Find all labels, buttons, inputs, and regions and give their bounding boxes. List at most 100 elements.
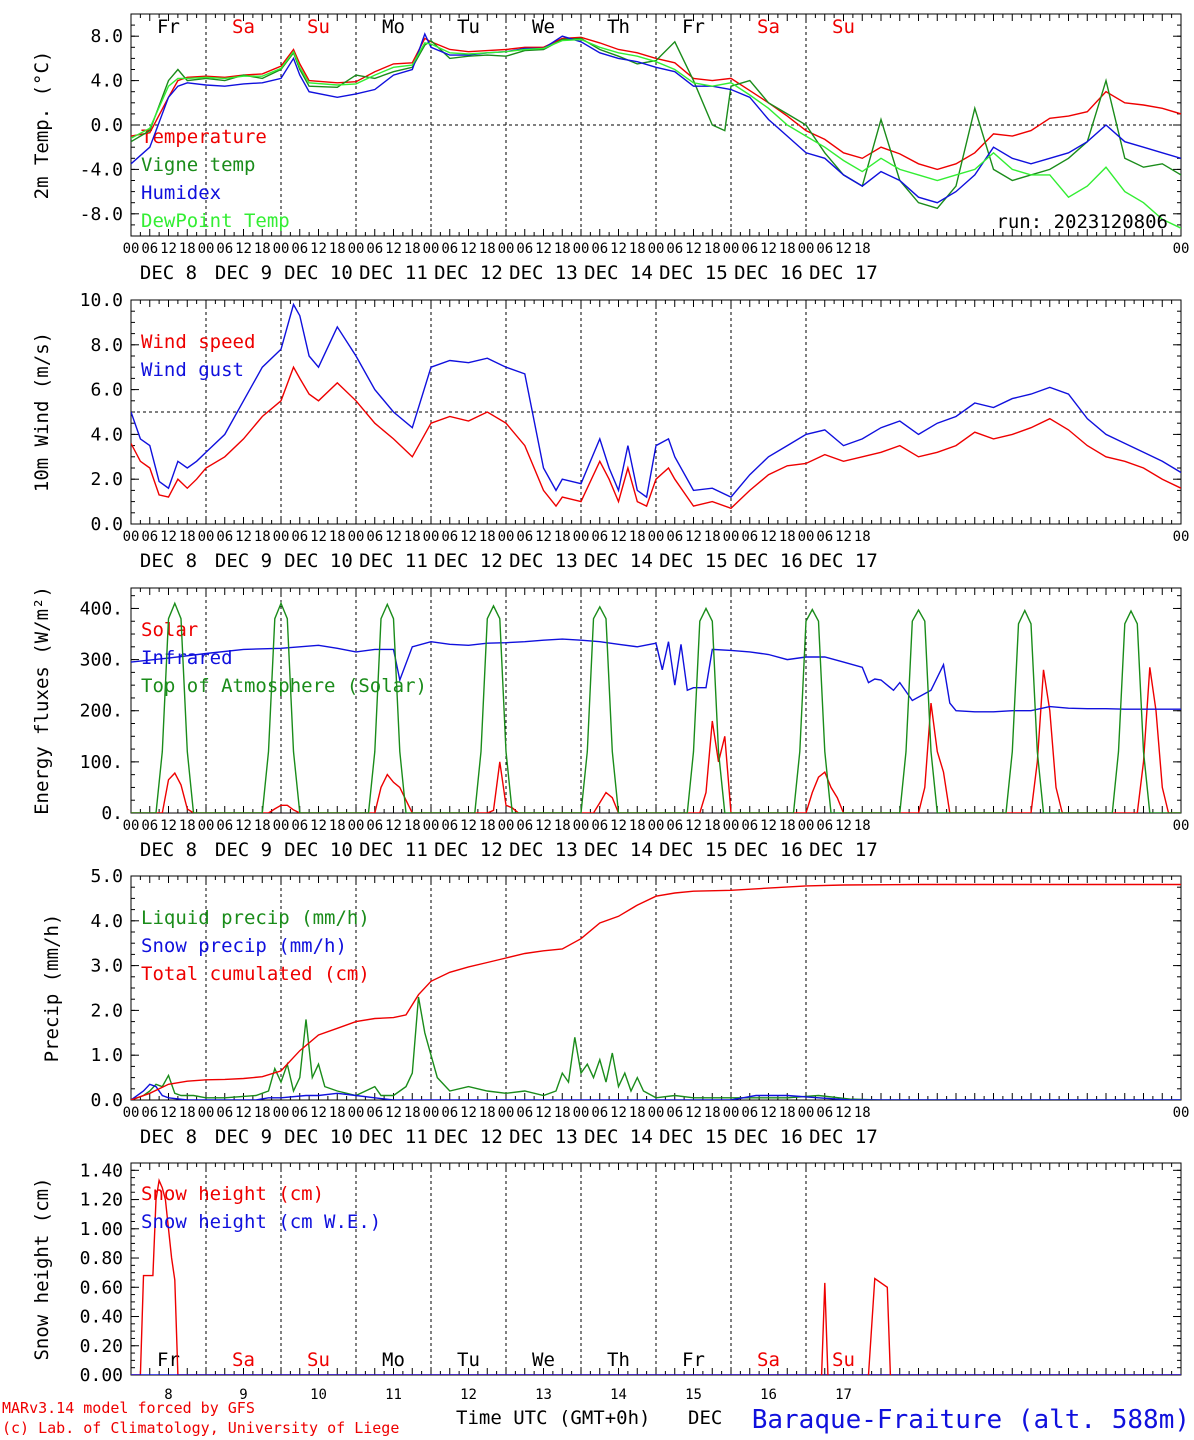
hour-tick-label: 12	[460, 1105, 477, 1121]
hour-tick-label: 06	[141, 1105, 158, 1121]
hour-tick-label: 12	[385, 529, 402, 545]
hour-tick-label: 06	[291, 529, 308, 545]
day-number-label: 13	[535, 1387, 552, 1403]
hour-tick-label: 18	[254, 1105, 271, 1121]
hour-tick-label: 12	[310, 1105, 327, 1121]
day-label: DEC 16	[734, 550, 803, 572]
hour-tick-label: 00	[123, 529, 140, 545]
day-label: DEC 9	[215, 839, 272, 861]
day-label: DEC 13	[509, 1126, 578, 1148]
hour-tick-label: 18	[479, 818, 496, 834]
hour-tick-label: 12	[535, 241, 552, 257]
hour-tick-label: 06	[366, 241, 383, 257]
hour-tick-label: 18	[179, 241, 196, 257]
hour-tick-label: 12	[460, 529, 477, 545]
hour-tick-label: 12	[760, 241, 777, 257]
hour-tick-label: 12	[535, 818, 552, 834]
hour-tick-label: 06	[366, 529, 383, 545]
y-tick-label: 4.0	[90, 911, 123, 932]
hour-tick-label: 06	[666, 818, 683, 834]
hour-tick-label: 12	[610, 818, 627, 834]
day-label: DEC 8	[140, 839, 197, 861]
hour-tick-label: 12	[685, 241, 702, 257]
hour-tick-label: 12	[235, 241, 252, 257]
series-line-solar	[131, 667, 1181, 813]
hour-tick-label: 06	[816, 1105, 833, 1121]
hour-tick-label: 18	[179, 818, 196, 834]
day-label: DEC 17	[809, 262, 878, 284]
day-label: DEC 16	[734, 1126, 803, 1148]
day-label: DEC 14	[584, 262, 653, 284]
day-label: DEC 12	[434, 839, 503, 861]
y-tick-label: 0.	[101, 803, 123, 824]
hour-tick-label: 12	[835, 1105, 852, 1121]
hour-tick-label: 00	[573, 529, 590, 545]
day-label: DEC 8	[140, 262, 197, 284]
hour-tick-label: 00	[123, 818, 140, 834]
y-tick-label: 400.	[80, 598, 123, 619]
hour-tick-label: 06	[216, 818, 233, 834]
hour-tick-label: 12	[760, 529, 777, 545]
hour-tick-label: 00	[123, 1105, 140, 1121]
hour-tick-label: 00	[348, 1105, 365, 1121]
hour-tick-label: 00	[798, 529, 815, 545]
weekday-label: Sa	[757, 1349, 780, 1371]
hour-tick-label: 12	[610, 529, 627, 545]
hour-tick-label: 00	[423, 241, 440, 257]
weekday-label: Sa	[232, 1349, 255, 1371]
hour-tick-label: 00	[573, 1105, 590, 1121]
hour-tick-label: 00	[273, 241, 290, 257]
weekday-label: Tu	[457, 1349, 480, 1371]
day-label: DEC 13	[509, 262, 578, 284]
hour-tick-label: 00	[723, 241, 740, 257]
hour-tick-label: 12	[385, 818, 402, 834]
y-tick-label: 0.0	[90, 514, 123, 535]
hour-tick-label: 06	[366, 818, 383, 834]
series-line-liquid-precip-mm-h-	[131, 996, 1181, 1100]
hour-tick-label: 06	[741, 529, 758, 545]
hour-tick-label: 18	[779, 1105, 796, 1121]
y-tick-label: 0.80	[80, 1248, 123, 1269]
hour-tick-label: 00	[348, 529, 365, 545]
hour-tick-label: 18	[554, 529, 571, 545]
hour-tick-label: 18	[704, 241, 721, 257]
hour-tick-label: 12	[310, 818, 327, 834]
weekday-label: Fr	[682, 16, 705, 38]
hour-tick-label: 00	[498, 818, 515, 834]
snow-height-spike	[867, 1277, 892, 1376]
hour-tick-label: 18	[779, 529, 796, 545]
hour-tick-label: 18	[779, 241, 796, 257]
day-label: DEC 9	[215, 1126, 272, 1148]
y-tick-label: 1.00	[80, 1219, 123, 1240]
hour-tick-label: 18	[629, 818, 646, 834]
hour-tick-label: 00	[648, 818, 665, 834]
day-label: DEC 9	[215, 262, 272, 284]
hour-tick-label: 18	[704, 529, 721, 545]
hour-tick-label: 00	[123, 241, 140, 257]
hour-tick-label: 00	[1173, 1105, 1190, 1121]
legend-entry: Temperature	[141, 126, 267, 148]
hour-tick-label: 06	[591, 241, 608, 257]
hour-tick-label: 00	[573, 241, 590, 257]
hour-tick-label: 18	[854, 818, 871, 834]
station-label: Baraque-Fraiture (alt. 588m)	[752, 1405, 1190, 1435]
hour-tick-label: 00	[723, 818, 740, 834]
day-label: DEC 9	[215, 550, 272, 572]
hour-tick-label: 12	[685, 1105, 702, 1121]
hour-tick-label: 06	[591, 1105, 608, 1121]
legend-entry: Liquid precip (mm/h)	[141, 907, 370, 929]
day-label: DEC 15	[659, 1126, 728, 1148]
hour-tick-label: 18	[329, 818, 346, 834]
weekday-label: Su	[832, 16, 855, 38]
legend-entry: DewPoint Temp	[141, 210, 290, 232]
day-label: DEC 16	[734, 262, 803, 284]
hour-tick-label: 06	[441, 1105, 458, 1121]
legend-entry: Snow height (cm)	[141, 1183, 324, 1205]
hour-tick-label: 00	[648, 1105, 665, 1121]
hour-tick-label: 12	[535, 529, 552, 545]
hour-tick-label: 18	[179, 529, 196, 545]
y-axis-label: Precip (mm/h)	[41, 914, 63, 1063]
day-label: DEC 15	[659, 550, 728, 572]
